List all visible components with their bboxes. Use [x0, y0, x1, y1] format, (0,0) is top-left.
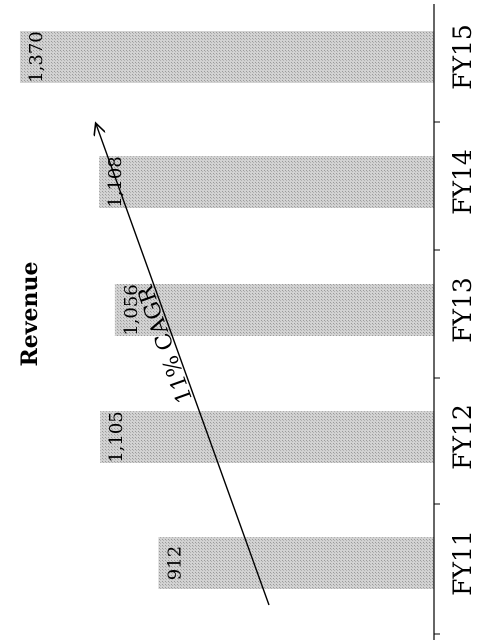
bar-fy14: [99, 156, 434, 208]
bar-fy15: [19, 31, 435, 83]
category-label-fy11: FY11: [448, 530, 477, 596]
category-label-fy14: FY14: [448, 149, 477, 215]
value-label-fy12: 1,105: [106, 411, 127, 463]
chart-title: Revenue: [17, 261, 43, 366]
cagr-arrow: [96, 124, 270, 606]
category-label-fy15: FY15: [448, 24, 477, 90]
value-label-fy11: 912: [164, 546, 185, 580]
value-label-fy15: 1,370: [26, 31, 47, 83]
bar-fy13: [114, 284, 434, 336]
value-label-fy13: 1,056: [121, 284, 142, 336]
category-label-fy12: FY12: [448, 404, 477, 470]
bar-fy11: [158, 537, 435, 589]
bar-fy12: [100, 411, 434, 463]
category-label-fy13: FY13: [448, 277, 477, 343]
